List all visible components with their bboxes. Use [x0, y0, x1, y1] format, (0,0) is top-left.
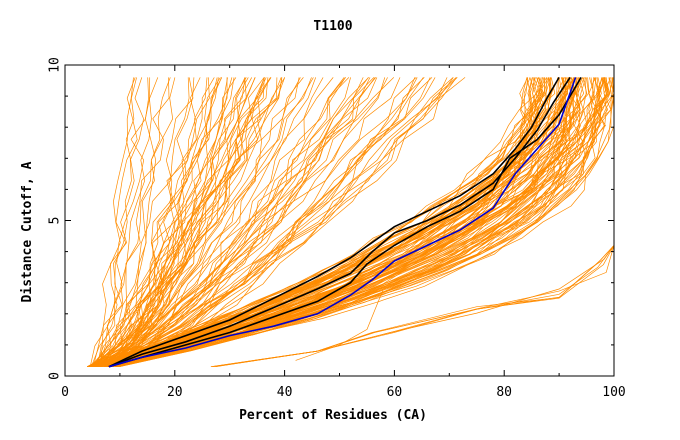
model-curve	[117, 77, 546, 368]
x-tick-label: 0	[61, 385, 69, 400]
model-curve	[89, 77, 371, 368]
model-curve	[295, 288, 384, 361]
model-curve	[107, 77, 613, 368]
model-curve	[103, 77, 152, 367]
y-axis-label: Distance Cutoff, A	[20, 161, 35, 302]
model-curve	[106, 77, 612, 368]
model-curve	[95, 77, 458, 368]
model-curve	[109, 77, 218, 367]
x-tick-label: 20	[167, 385, 183, 400]
model-curve	[89, 77, 615, 368]
model-curve	[92, 77, 346, 368]
model-curve	[93, 77, 580, 368]
model-curve	[86, 77, 282, 368]
model-curve	[100, 77, 576, 368]
series-line-blue-3	[108, 77, 577, 368]
series-line-black-0	[108, 76, 560, 368]
model-curve	[102, 77, 201, 367]
model-curve	[94, 77, 286, 367]
model-curve	[99, 77, 228, 367]
model-curve	[96, 77, 433, 368]
model-curve	[92, 77, 454, 368]
model-curve	[115, 77, 611, 368]
highlight-series	[108, 76, 582, 368]
model-curve	[95, 77, 312, 368]
model-curve	[107, 77, 612, 368]
model-curve	[95, 77, 265, 367]
model-curve	[99, 77, 369, 368]
model-curve	[112, 77, 159, 367]
model-curve	[90, 77, 170, 367]
model-curve	[93, 77, 431, 368]
model-curve	[109, 77, 466, 368]
model-curve	[110, 77, 575, 368]
y-tick-label: 5	[48, 217, 63, 225]
model-curve	[89, 77, 265, 367]
model-curve	[108, 77, 345, 368]
model-curve	[108, 77, 607, 368]
model-curve	[119, 77, 541, 368]
model-curve	[96, 77, 271, 367]
model-curve	[87, 77, 388, 368]
model-curve	[119, 77, 599, 368]
model-curve	[99, 77, 190, 367]
model-curve	[91, 77, 567, 368]
model-curve	[92, 77, 215, 367]
model-curve	[111, 77, 386, 368]
model-curve	[113, 77, 194, 367]
model-curve	[117, 77, 536, 368]
model-curve	[112, 77, 424, 368]
model-curve	[89, 77, 416, 368]
model-curve	[87, 77, 548, 368]
model-curve	[112, 77, 195, 367]
model-curve	[94, 77, 401, 368]
model-curve	[101, 77, 208, 367]
model-curve	[113, 77, 210, 367]
model-curve	[89, 77, 286, 367]
model-curve	[114, 77, 570, 368]
model-curve	[111, 77, 278, 367]
model-curve	[89, 77, 304, 367]
model-curve	[108, 77, 317, 367]
y-tick-label: 10	[48, 57, 63, 73]
chart-title: T1100	[313, 19, 352, 34]
model-curve	[109, 77, 376, 368]
x-tick-label: 40	[277, 385, 293, 400]
series-line-black-1	[108, 76, 571, 368]
axis-ticks: 0 20 40 60 80 100 0 5 10	[48, 57, 626, 400]
model-curve	[88, 77, 369, 368]
x-tick-label: 80	[496, 385, 512, 400]
model-curve	[106, 77, 265, 367]
model-curve	[97, 77, 538, 368]
model-curve	[88, 77, 253, 367]
model-curve	[94, 77, 223, 367]
model-curve	[99, 77, 144, 367]
series-line-black-2	[108, 76, 582, 368]
model-curve	[215, 245, 615, 368]
model-curve	[112, 77, 534, 368]
x-tick-label: 100	[602, 385, 625, 400]
model-curve	[92, 77, 610, 368]
model-curve	[117, 77, 576, 368]
x-tick-label: 60	[387, 385, 403, 400]
x-axis-label: Percent of Residues (CA)	[239, 408, 427, 423]
y-tick-label: 0	[48, 372, 63, 380]
model-curve	[93, 77, 233, 367]
model-curve	[90, 77, 378, 368]
model-curve	[112, 77, 529, 368]
model-curve	[111, 77, 448, 368]
model-curve	[98, 77, 176, 367]
model-curve	[96, 77, 269, 367]
model-curve	[94, 77, 569, 368]
model-curve	[97, 77, 137, 367]
